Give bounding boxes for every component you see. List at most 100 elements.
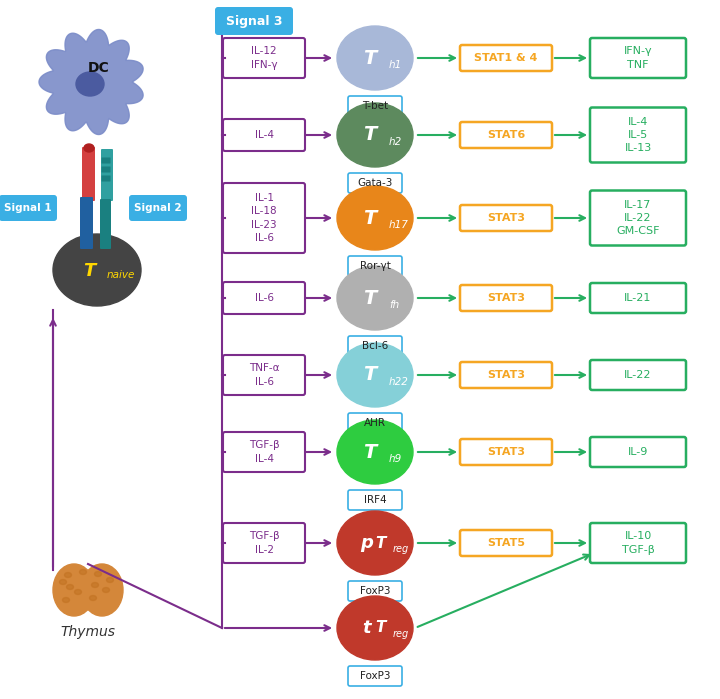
Ellipse shape — [76, 72, 104, 96]
Ellipse shape — [337, 343, 413, 407]
Text: Signal 2: Signal 2 — [134, 203, 182, 213]
Text: p: p — [361, 534, 374, 552]
FancyBboxPatch shape — [102, 166, 110, 173]
Text: TGF-β
IL-2: TGF-β IL-2 — [248, 531, 279, 554]
Text: T: T — [364, 289, 377, 308]
FancyBboxPatch shape — [102, 157, 110, 164]
Text: h2: h2 — [389, 137, 402, 147]
FancyBboxPatch shape — [100, 199, 111, 249]
FancyBboxPatch shape — [590, 437, 686, 467]
Text: reg: reg — [393, 544, 409, 554]
Text: h1: h1 — [389, 60, 402, 70]
Text: Bcl-6: Bcl-6 — [362, 341, 388, 351]
Ellipse shape — [107, 577, 114, 582]
Ellipse shape — [53, 234, 141, 306]
FancyBboxPatch shape — [460, 122, 552, 148]
FancyBboxPatch shape — [82, 147, 95, 201]
Text: STAT3: STAT3 — [487, 213, 525, 223]
Text: Thymus: Thymus — [60, 625, 115, 639]
Text: STAT3: STAT3 — [487, 447, 525, 457]
Ellipse shape — [337, 596, 413, 660]
Text: IL-21: IL-21 — [624, 293, 652, 303]
FancyBboxPatch shape — [102, 175, 110, 182]
FancyBboxPatch shape — [348, 173, 402, 193]
FancyBboxPatch shape — [590, 283, 686, 313]
Text: STAT1 & 4: STAT1 & 4 — [474, 53, 538, 63]
Text: IL-9: IL-9 — [628, 447, 648, 457]
Text: T: T — [364, 442, 377, 461]
FancyBboxPatch shape — [0, 195, 57, 221]
Text: STAT6: STAT6 — [487, 130, 525, 140]
FancyBboxPatch shape — [348, 490, 402, 510]
Text: STAT3: STAT3 — [487, 370, 525, 380]
Text: IL-4
IL-5
IL-13: IL-4 IL-5 IL-13 — [624, 117, 652, 153]
FancyBboxPatch shape — [348, 666, 402, 686]
Text: AHR: AHR — [364, 418, 386, 428]
Ellipse shape — [84, 144, 94, 152]
Text: IL-1
IL-18
IL-23
IL-6: IL-1 IL-18 IL-23 IL-6 — [251, 193, 276, 243]
Text: Gata-3: Gata-3 — [357, 178, 392, 188]
Text: TNF-α
IL-6: TNF-α IL-6 — [248, 363, 279, 387]
FancyBboxPatch shape — [223, 282, 305, 314]
FancyBboxPatch shape — [460, 45, 552, 71]
FancyBboxPatch shape — [460, 530, 552, 556]
Text: FoxP3: FoxP3 — [360, 586, 390, 596]
Text: h22: h22 — [389, 377, 409, 387]
Text: IL-10
TGF-β: IL-10 TGF-β — [621, 531, 654, 554]
FancyBboxPatch shape — [80, 197, 93, 249]
Text: IL-6: IL-6 — [254, 293, 274, 303]
Polygon shape — [39, 29, 143, 134]
Ellipse shape — [63, 598, 70, 603]
Ellipse shape — [66, 584, 73, 589]
Text: Ror-γt: Ror-γt — [359, 261, 390, 271]
Ellipse shape — [81, 564, 123, 616]
Text: TGF-β
IL-4: TGF-β IL-4 — [248, 440, 279, 463]
Text: IFN-γ
TNF: IFN-γ TNF — [624, 46, 652, 70]
Ellipse shape — [53, 564, 95, 616]
FancyBboxPatch shape — [223, 432, 305, 472]
Text: Signal 3: Signal 3 — [226, 15, 282, 27]
Ellipse shape — [337, 26, 413, 90]
FancyBboxPatch shape — [223, 119, 305, 151]
Text: IL-12
IFN-γ: IL-12 IFN-γ — [251, 46, 277, 70]
FancyBboxPatch shape — [223, 38, 305, 78]
Text: h17: h17 — [389, 220, 409, 230]
Text: h9: h9 — [389, 454, 402, 464]
FancyBboxPatch shape — [348, 96, 402, 116]
Ellipse shape — [337, 511, 413, 575]
FancyBboxPatch shape — [223, 355, 305, 395]
FancyBboxPatch shape — [460, 285, 552, 311]
Ellipse shape — [337, 420, 413, 484]
Text: FoxP3: FoxP3 — [360, 671, 390, 681]
Text: T: T — [83, 262, 95, 280]
FancyBboxPatch shape — [215, 7, 293, 35]
FancyBboxPatch shape — [223, 523, 305, 563]
Text: IL-17
IL-22
GM-CSF: IL-17 IL-22 GM-CSF — [616, 200, 660, 236]
Text: T: T — [364, 126, 377, 145]
Text: t: t — [363, 619, 372, 637]
FancyBboxPatch shape — [590, 38, 686, 78]
Ellipse shape — [337, 186, 413, 250]
FancyBboxPatch shape — [590, 360, 686, 390]
Ellipse shape — [337, 266, 413, 330]
Ellipse shape — [65, 572, 71, 577]
FancyBboxPatch shape — [101, 149, 113, 201]
FancyBboxPatch shape — [348, 413, 402, 433]
FancyBboxPatch shape — [348, 581, 402, 601]
Ellipse shape — [94, 572, 102, 577]
Text: Signal 1: Signal 1 — [4, 203, 52, 213]
FancyBboxPatch shape — [590, 523, 686, 563]
Text: T: T — [364, 48, 377, 68]
Text: T: T — [364, 208, 377, 227]
Ellipse shape — [60, 579, 66, 584]
FancyBboxPatch shape — [129, 195, 187, 221]
FancyBboxPatch shape — [460, 439, 552, 465]
Text: STAT5: STAT5 — [487, 538, 525, 548]
Text: reg: reg — [393, 629, 409, 639]
Ellipse shape — [91, 582, 99, 587]
Text: IL-22: IL-22 — [624, 370, 652, 380]
Ellipse shape — [102, 587, 109, 593]
Ellipse shape — [89, 596, 96, 600]
FancyBboxPatch shape — [223, 183, 305, 253]
Text: naive: naive — [107, 270, 135, 280]
